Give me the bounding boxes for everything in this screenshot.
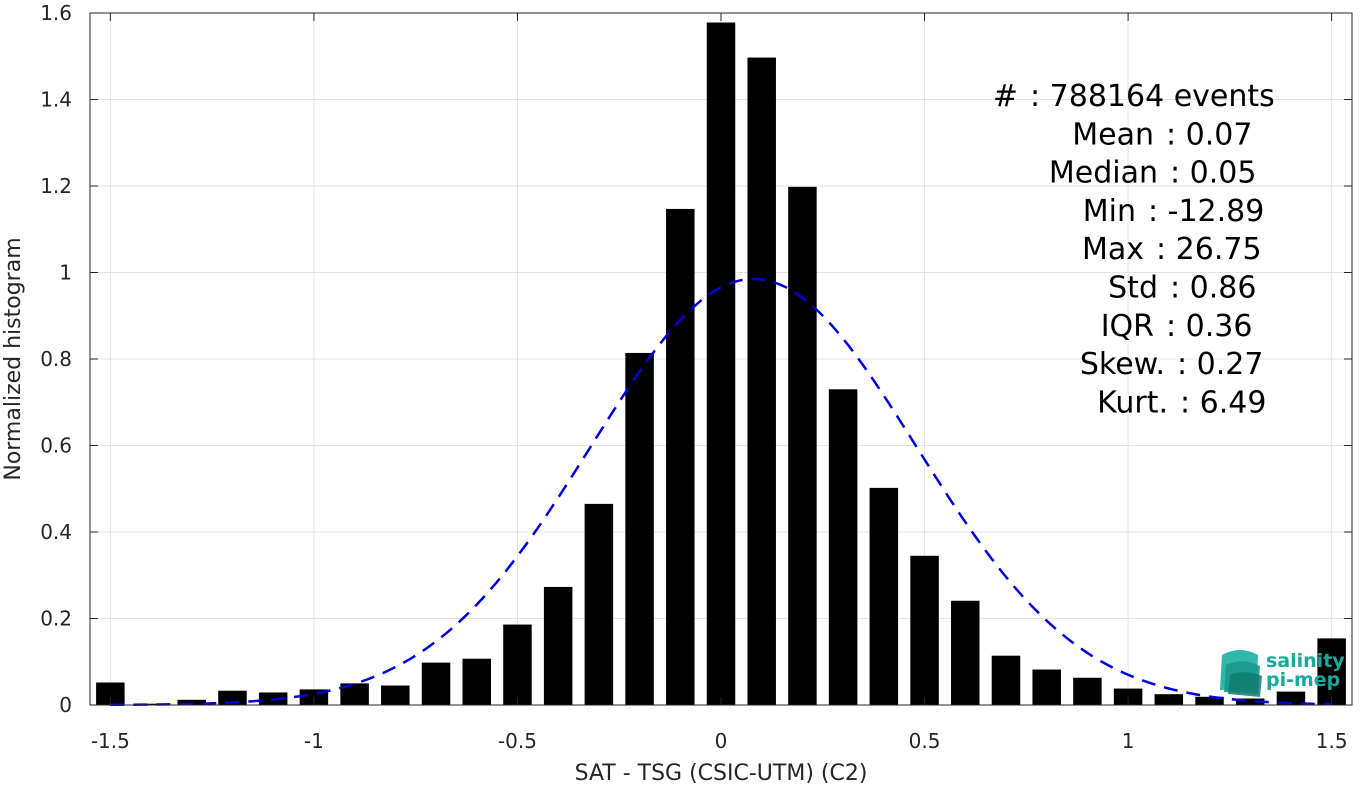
y-tick-label: 0.8 <box>40 347 72 371</box>
histogram-bar <box>584 503 614 705</box>
logo-text-salinity: salinity <box>1266 650 1345 672</box>
x-tick-label: -0.5 <box>498 729 537 753</box>
histogram-bar <box>625 352 654 705</box>
histogram-bar <box>462 658 491 705</box>
histogram-bar <box>869 487 899 705</box>
histogram-bar <box>910 555 939 705</box>
x-tick-label: 1 <box>1122 729 1135 753</box>
stat-value: : 788164 events <box>1030 79 1275 114</box>
histogram-bar <box>747 57 776 706</box>
histogram-bar <box>991 655 1021 705</box>
histogram-bar <box>1154 694 1184 705</box>
y-tick-label: 1.2 <box>40 174 72 198</box>
y-tick-label: 1.6 <box>40 1 72 25</box>
y-tick-label: 0.6 <box>40 434 72 458</box>
histogram-bar <box>96 682 125 705</box>
x-axis-label: SAT - TSG (CSIC-UTM) (C2) <box>575 761 868 785</box>
stat-label: # <box>993 79 1018 114</box>
x-tick-label: 1.5 <box>1316 729 1348 753</box>
histogram-bar <box>1317 638 1346 705</box>
y-tick-label: 1.4 <box>40 88 72 112</box>
salinity-pi-mep-logo: salinity pi-mep <box>1220 650 1345 697</box>
axis-ticks: -1.5 -1 -0.5 0 0.5 1 1.5 0 0.2 0.4 0.6 0.8 1 1.2 1.4 1.… <box>40 1 1352 753</box>
histogram-bar <box>381 685 410 705</box>
logo-wave-icon <box>1220 650 1262 697</box>
y-axis-label: Normalized histogram <box>1 237 26 480</box>
stat-label: Min <box>1083 194 1136 229</box>
histogram-bar <box>177 699 207 705</box>
histogram-bar <box>1073 677 1102 705</box>
stat-value: : 0.27 <box>1177 347 1263 382</box>
stat-label: Median <box>1049 156 1158 191</box>
y-tick-label: 0.2 <box>40 607 72 631</box>
histogram-bar <box>136 703 166 705</box>
y-tick-label: 0 <box>59 693 72 717</box>
stat-label: Max <box>1082 232 1144 267</box>
histogram-bar <box>218 690 247 705</box>
stat-value: : 0.05 <box>1170 156 1256 191</box>
histogram-bar <box>706 22 736 705</box>
stat-label: Mean <box>1072 117 1154 152</box>
stat-value: : 0.86 <box>1170 271 1256 306</box>
stat-value: : 0.36 <box>1166 309 1252 344</box>
x-tick-label: 0 <box>715 729 728 753</box>
stat-value: : 0.07 <box>1166 117 1252 152</box>
x-tick-label: -1.5 <box>91 729 130 753</box>
y-tick-label: 0.4 <box>40 520 72 544</box>
y-tick-label: 1 <box>59 261 72 285</box>
histogram-bar <box>1235 698 1265 705</box>
stat-label: Std <box>1108 271 1158 306</box>
stat-value: : -12.89 <box>1148 194 1264 229</box>
histogram-bars <box>96 22 1346 706</box>
gaussian-fit-curve <box>110 277 1332 707</box>
histogram-bar <box>421 662 451 705</box>
stat-label: Kurt. <box>1097 385 1168 420</box>
histogram-bar <box>543 586 573 705</box>
histogram-bar <box>340 683 369 705</box>
histogram-bar <box>1113 688 1143 705</box>
stat-value: : 6.49 <box>1180 385 1266 420</box>
histogram-bar <box>666 208 695 706</box>
histogram-bar <box>503 624 532 705</box>
histogram-bar <box>828 389 858 705</box>
histogram-bar <box>1032 669 1061 705</box>
histogram-bar <box>788 186 817 706</box>
logo-text-pi-mep: pi-mep <box>1266 669 1340 691</box>
histogram-bar <box>951 600 980 705</box>
x-tick-label: -1 <box>304 729 324 753</box>
stat-value: : 26.75 <box>1156 232 1262 267</box>
stat-label: IQR <box>1101 309 1154 344</box>
x-tick-label: 0.5 <box>909 729 941 753</box>
stat-label: Skew. <box>1080 347 1165 382</box>
histogram-bar <box>1195 696 1224 705</box>
